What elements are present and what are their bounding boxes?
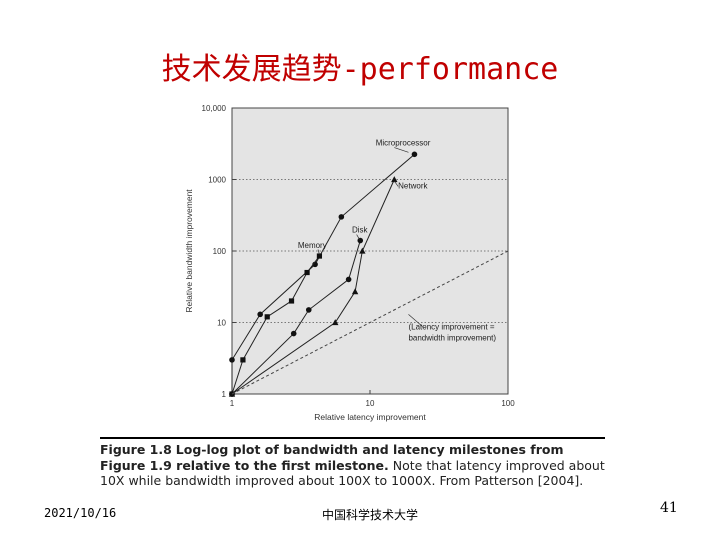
series-line bbox=[231, 250, 509, 395]
caption-label: Figure 1.8 bbox=[100, 442, 172, 457]
series-label: Disk bbox=[352, 226, 369, 235]
loglog-chart: 1 10 100 1000 10,000 1 10 100 Relative latency i… bbox=[184, 104, 515, 422]
series-label: Microprocessor bbox=[376, 138, 431, 147]
y-tick-label: 10 bbox=[217, 319, 226, 328]
label-leader bbox=[317, 249, 320, 255]
caption-text: Note that latency improved about 10X whi… bbox=[100, 457, 605, 489]
footer-organization: 中国科学技术大学 bbox=[321, 508, 418, 522]
label-leader bbox=[394, 180, 399, 187]
x-tick-label: 10 bbox=[366, 399, 375, 408]
y-tick-label: 1000 bbox=[208, 176, 226, 185]
label-leader bbox=[408, 314, 423, 327]
series-label: Network bbox=[398, 181, 428, 190]
page-number: 41 bbox=[660, 500, 678, 516]
caption-bold-text: Log-log plot of bandwidth and latency mi… bbox=[100, 442, 564, 473]
data-point bbox=[288, 298, 295, 304]
series-label: Memory bbox=[298, 241, 327, 250]
y-axis-label: Relative bandwidth improvement bbox=[184, 189, 194, 313]
data-point bbox=[338, 214, 345, 220]
series-label: (Latency improvement = bbox=[408, 322, 494, 331]
y-tick-label: 10,000 bbox=[202, 104, 227, 113]
data-point bbox=[357, 237, 364, 244]
footer-date: 2021/10/16 bbox=[44, 506, 117, 520]
x-tick-label: 1 bbox=[230, 399, 235, 408]
x-axis-label: Relative latency improvement bbox=[314, 412, 426, 422]
data-point bbox=[345, 276, 352, 283]
data-point bbox=[391, 176, 398, 183]
data-point bbox=[304, 269, 310, 276]
data-point bbox=[305, 307, 312, 313]
data-point bbox=[264, 314, 270, 320]
chart-figure: 1 10 100 1000 10,000 1 10 100 Relative latency i… bbox=[180, 96, 520, 432]
data-point bbox=[229, 357, 235, 363]
label-leader bbox=[356, 234, 360, 240]
figure-caption: Figure 1.8 Log-log plot of bandwidth and… bbox=[100, 437, 605, 489]
data-point bbox=[351, 288, 359, 295]
y-tick-label: 1 bbox=[222, 390, 227, 399]
x-tick-label: 100 bbox=[501, 399, 515, 408]
data-point bbox=[332, 319, 339, 326]
label-leader bbox=[394, 147, 409, 153]
data-point bbox=[359, 247, 366, 254]
data-point bbox=[290, 330, 297, 337]
series-line bbox=[231, 255, 320, 395]
data-point bbox=[257, 311, 263, 318]
data-point bbox=[316, 253, 323, 259]
series-line bbox=[231, 153, 415, 394]
y-tick-label: 100 bbox=[213, 247, 227, 256]
slide-title: 技术发展趋势-performance bbox=[161, 52, 559, 87]
series-label: bandwidth improvement) bbox=[408, 334, 496, 343]
data-point bbox=[411, 151, 418, 158]
data-point bbox=[240, 357, 246, 363]
